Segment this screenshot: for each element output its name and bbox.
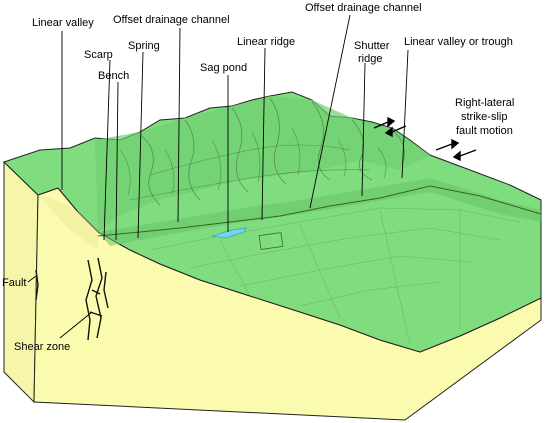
label-sag-pond: Sag pond xyxy=(200,62,247,74)
leader-lines xyxy=(27,14,409,339)
label-motion-line3: fault motion xyxy=(456,125,513,137)
label-linear-ridge: Linear ridge xyxy=(237,36,295,48)
motion-arrows xyxy=(373,116,477,162)
label-shutter-ridge-line2: ridge xyxy=(358,53,382,65)
label-shutter-ridge-line1: Shutter xyxy=(354,40,390,52)
label-motion-line1: Right-lateral xyxy=(455,97,514,109)
fault-trace xyxy=(97,185,542,237)
label-linear-valley-or-trough: Linear valley or trough xyxy=(404,36,513,48)
label-scarp: Scarp xyxy=(84,49,113,61)
label-spring: Spring xyxy=(128,40,160,52)
label-fault: Fault xyxy=(2,277,26,289)
sag-pond-water xyxy=(211,227,247,239)
label-offset-drainage-channel-left: Offset drainage channel xyxy=(113,14,230,26)
field-enclosure xyxy=(258,232,284,250)
terrain-hachures xyxy=(119,97,405,206)
scarp-face xyxy=(38,195,98,250)
label-motion-line2: strike-slip xyxy=(461,111,507,123)
shear-zone-cracks xyxy=(35,257,109,341)
label-offset-drainage-channel-right: Offset drainage channel xyxy=(305,2,422,14)
field-lines xyxy=(149,207,521,346)
fault-trace-shade xyxy=(98,178,541,246)
label-shear-zone: Shear zone xyxy=(14,341,70,353)
label-linear-valley: Linear valley xyxy=(32,17,94,29)
label-bench: Bench xyxy=(98,70,129,82)
